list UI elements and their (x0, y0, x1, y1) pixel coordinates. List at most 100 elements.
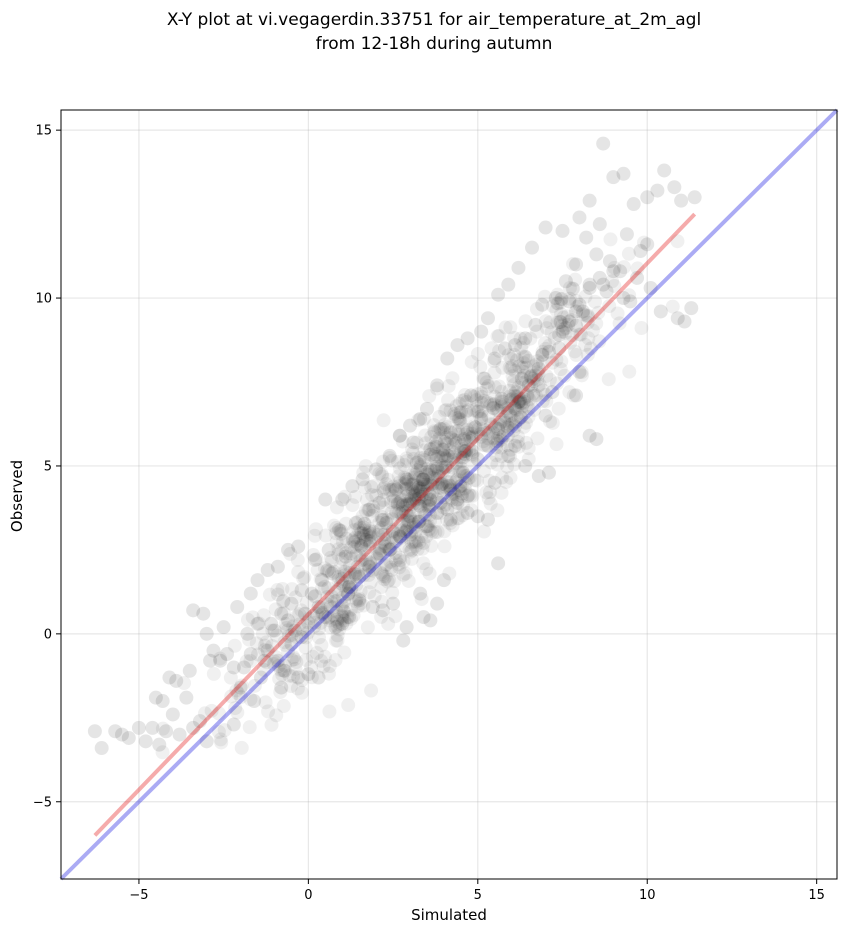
scatter-point (339, 616, 354, 631)
scatter-point (419, 562, 434, 577)
scatter-point (374, 513, 389, 528)
scatter-point (394, 530, 409, 545)
y-axis-ticks: −5 0 5 10 15 (33, 124, 61, 810)
scatter-point (350, 559, 365, 574)
scatter-point (388, 494, 403, 509)
scatter-point (531, 367, 546, 382)
scatter-point (340, 610, 355, 625)
scatter-point (438, 459, 453, 474)
scatter-point (392, 475, 407, 490)
scatter-point (514, 399, 529, 414)
scatter-point (280, 623, 295, 638)
scatter-point (283, 546, 298, 561)
scatter-point (409, 435, 424, 450)
scatter-point (287, 652, 302, 667)
scatter-point (334, 608, 349, 623)
scatter-point (374, 467, 389, 482)
scatter-point (417, 506, 432, 521)
scatter-point (555, 324, 570, 339)
scatter-point (335, 616, 350, 631)
scatter-point (395, 505, 410, 520)
scatter-point (392, 560, 407, 575)
scatter-point (526, 386, 541, 401)
scatter-point (503, 470, 518, 485)
scatter-point (510, 353, 525, 368)
scatter-point (474, 395, 489, 410)
scatter-point (322, 658, 337, 673)
scatter-point (430, 472, 445, 487)
scatter-point (520, 387, 535, 402)
scatter-point (508, 401, 523, 416)
y-axis-label: Observed (8, 460, 26, 532)
scatter-point (505, 416, 520, 431)
scatter-point (622, 364, 637, 379)
scatter-point (566, 281, 581, 296)
scatter-point (366, 524, 381, 539)
scatter-point (484, 341, 499, 356)
scatter-point (418, 428, 433, 443)
scatter-point (507, 400, 522, 415)
scatter-point (390, 455, 405, 470)
scatter-point (553, 314, 568, 329)
scatter-point (519, 360, 534, 375)
scatter-point (415, 472, 430, 487)
scatter-point (430, 437, 445, 452)
scatter-point (267, 654, 282, 669)
scatter-point (362, 559, 377, 574)
scatter-point (583, 341, 598, 356)
scatter-point (481, 408, 496, 423)
scatter-point (418, 519, 433, 534)
scatter-point (373, 565, 388, 580)
scatter-point (304, 586, 319, 601)
scatter-point (330, 614, 345, 629)
scatter-point (444, 487, 459, 502)
scatter-point (309, 552, 324, 567)
scatter-point (606, 170, 621, 185)
scatter-point (528, 388, 543, 403)
scatter-point (384, 560, 399, 575)
scatter-point (479, 395, 494, 410)
scatter-point (309, 606, 324, 621)
scatter-point (398, 498, 413, 513)
scatter-point (264, 717, 279, 732)
scatter-point (524, 379, 539, 394)
scatter-point (354, 538, 369, 553)
scatter-point (553, 315, 568, 330)
scatter-point (501, 448, 516, 463)
scatter-point (403, 509, 418, 524)
scatter-point (582, 193, 597, 208)
scatter-point (330, 612, 345, 627)
scatter-point (423, 493, 438, 508)
scatter-point (670, 311, 685, 326)
scatter-point (412, 487, 427, 502)
scatter-point (487, 419, 502, 434)
scatter-point (491, 403, 506, 418)
scatter-point (390, 497, 405, 512)
scatter-point (439, 451, 454, 466)
scatter-point (529, 302, 544, 317)
scatter-point (471, 422, 486, 437)
scatter-point (665, 299, 680, 314)
scatter-point (399, 474, 414, 489)
scatter-point (562, 314, 577, 329)
scatter-point (148, 690, 163, 705)
scatter-point (494, 400, 509, 415)
scatter-point (413, 481, 428, 496)
scatter-point (677, 314, 692, 329)
scatter-point (491, 422, 506, 437)
scatter-point (377, 536, 392, 551)
scatter-point (470, 404, 485, 419)
scatter-point (409, 455, 424, 470)
scatter-point (603, 232, 618, 247)
scatter-point (393, 494, 408, 509)
scatter-point (364, 530, 379, 545)
scatter-point (378, 569, 393, 584)
scatter-point (554, 291, 569, 306)
scatter-point (519, 435, 534, 450)
scatter-point (404, 543, 419, 558)
scatter-point (413, 499, 428, 514)
scatter-point (511, 439, 526, 454)
scatter-point (406, 514, 421, 529)
scatter-point (494, 391, 509, 406)
scatter-point (296, 571, 311, 586)
